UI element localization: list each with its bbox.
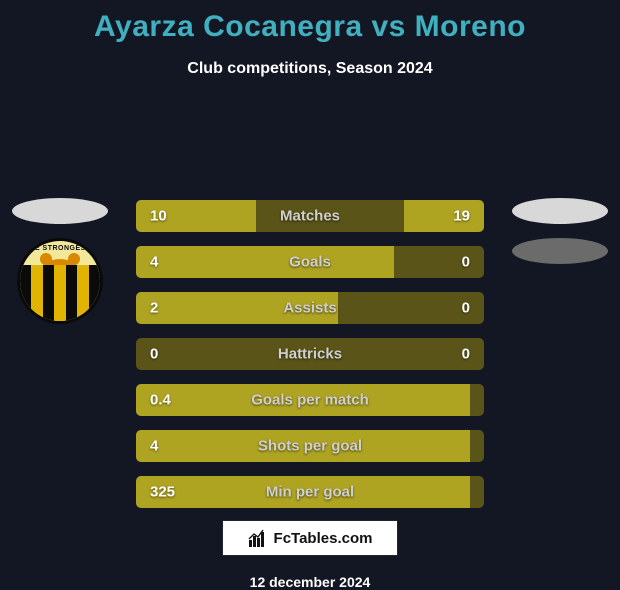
crest-arc-text: HE STRONGEST (20, 245, 100, 252)
stat-label: Hattricks (136, 346, 484, 363)
stat-row: 1019Matches (136, 200, 484, 232)
stat-label: Assists (136, 300, 484, 317)
stat-label: Matches (136, 208, 484, 225)
stat-bars: 1019Matches 40Goals 20Assists 00Hattricks 0.… (136, 200, 484, 508)
page-title: Ayarza Cocanegra vs Moreno (0, 0, 620, 44)
footer-date: 12 december 2024 (0, 574, 620, 590)
stat-row: 20Assists (136, 292, 484, 324)
stat-label: Goals per match (136, 392, 484, 409)
stat-row: 325Min per goal (136, 476, 484, 508)
right-flag-ellipse (512, 198, 608, 224)
stat-row: 0.4Goals per match (136, 384, 484, 416)
page-subtitle: Club competitions, Season 2024 (0, 44, 620, 78)
stat-label: Goals (136, 254, 484, 271)
right-club-ellipse (512, 238, 608, 264)
left-club-crest: HE STRONGEST (17, 238, 103, 324)
stat-label: Shots per goal (136, 438, 484, 455)
left-player-column: HE STRONGEST (12, 198, 108, 324)
right-player-column (512, 198, 608, 264)
crest-stripes (20, 265, 100, 321)
bar-chart-icon (248, 528, 268, 548)
stat-row: 4Shots per goal (136, 430, 484, 462)
stat-label: Min per goal (136, 484, 484, 501)
fctables-logo: FcTables.com (222, 520, 398, 556)
stat-row: 00Hattricks (136, 338, 484, 370)
left-flag-ellipse (12, 198, 108, 224)
stat-row: 40Goals (136, 246, 484, 278)
footer-brand-text: FcTables.com (274, 530, 373, 547)
